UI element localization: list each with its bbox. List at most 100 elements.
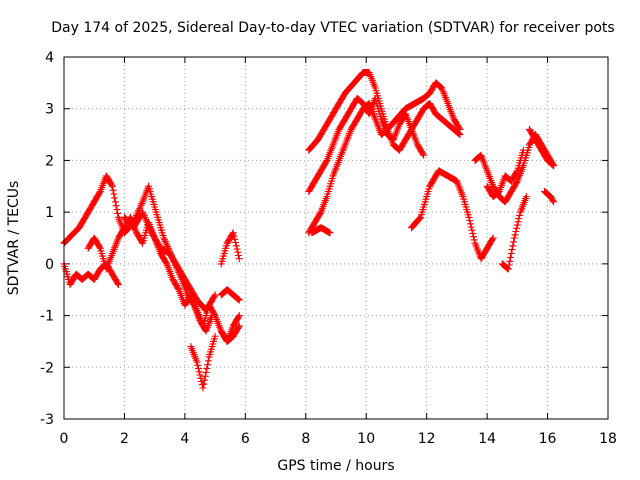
- data-point: [111, 198, 119, 206]
- data-point: [510, 234, 518, 242]
- data-point: [230, 232, 238, 240]
- data-point: [112, 202, 120, 210]
- y-tick-label: 3: [45, 102, 54, 118]
- data-point: [110, 190, 118, 198]
- data-point: [416, 214, 424, 222]
- series-trace-15: [483, 146, 527, 201]
- data-point: [108, 182, 116, 190]
- data-point: [234, 248, 242, 256]
- x-tick-label: 16: [539, 431, 557, 447]
- x-tick-label: 6: [241, 431, 250, 447]
- series-trace-17: [525, 125, 558, 170]
- series-trace-13: [408, 167, 497, 263]
- y-tick-label: 1: [45, 205, 54, 221]
- x-tick-label: 2: [120, 431, 129, 447]
- x-axis-ticks: 0 2 4 6 8 10 12 14 16 18: [60, 57, 617, 447]
- data-point: [515, 215, 523, 223]
- data-point: [198, 381, 206, 389]
- data-point: [466, 217, 474, 224]
- y-tick-label: -3: [40, 412, 54, 428]
- data-point: [322, 158, 330, 166]
- data-point: [508, 246, 516, 254]
- data-point: [454, 129, 462, 137]
- data-point: [138, 238, 146, 246]
- data-point: [550, 162, 558, 170]
- data-point: [114, 279, 122, 287]
- grid-lines: [64, 57, 608, 419]
- data-point: [505, 261, 513, 269]
- data-point: [193, 358, 201, 366]
- series-trace-9: [305, 69, 464, 154]
- data-point: [549, 161, 557, 169]
- data-point: [470, 233, 477, 241]
- data-point: [199, 384, 207, 392]
- data-point: [210, 292, 218, 300]
- data-point: [516, 211, 524, 219]
- data-point: [174, 284, 182, 292]
- x-tick-label: 8: [301, 431, 310, 447]
- data-point: [235, 295, 242, 303]
- data-point: [211, 332, 219, 340]
- y-tick-label: -2: [40, 360, 54, 376]
- data-point: [470, 236, 478, 244]
- chart-title: Day 174 of 2025, Sidereal Day-to-day VTE…: [51, 20, 614, 36]
- data-point: [210, 310, 218, 318]
- data-point: [509, 242, 517, 250]
- data-point: [231, 235, 239, 243]
- plot-frame: [63, 56, 609, 420]
- data-point: [162, 259, 170, 267]
- data-point: [511, 231, 519, 239]
- data-point: [235, 312, 243, 320]
- data-point: [234, 295, 242, 303]
- data-point: [549, 197, 557, 204]
- data-point: [146, 225, 154, 233]
- data-point: [469, 230, 477, 237]
- data-point: [489, 234, 497, 242]
- data-point: [235, 323, 242, 331]
- data-point: [326, 229, 334, 237]
- series-trace-11: [305, 100, 428, 237]
- data-point: [455, 130, 463, 138]
- data-point: [514, 218, 522, 226]
- data-point: [513, 224, 521, 232]
- series-trace-12: [308, 224, 334, 237]
- data-markers: [60, 69, 558, 392]
- x-tick-label: 12: [418, 431, 436, 447]
- data-point: [113, 206, 121, 214]
- data-point: [468, 226, 476, 234]
- data-point: [200, 380, 208, 388]
- data-point: [235, 313, 242, 321]
- data-point: [419, 150, 427, 158]
- series-trace-18: [541, 188, 558, 206]
- data-point: [202, 369, 210, 376]
- data-point: [195, 368, 203, 376]
- series-trace-10: [305, 94, 464, 195]
- data-point: [195, 365, 202, 373]
- y-axis-ticks: -3 -2 -1 0 1 2 3 4: [40, 50, 608, 428]
- y-tick-label: -1: [40, 309, 54, 325]
- data-point: [96, 189, 103, 197]
- x-tick-label: 10: [357, 431, 375, 447]
- data-point: [512, 228, 520, 235]
- data-point: [233, 245, 241, 253]
- data-point: [147, 227, 155, 235]
- data-point: [211, 291, 219, 299]
- data-point: [467, 220, 474, 228]
- data-point: [488, 235, 496, 243]
- data-point: [137, 201, 145, 209]
- data-point: [548, 160, 556, 168]
- x-tick-label: 4: [180, 431, 189, 447]
- data-point: [510, 238, 518, 246]
- data-point: [415, 215, 423, 223]
- data-point: [504, 265, 512, 273]
- data-point: [135, 206, 143, 214]
- series-trace-6: [217, 229, 243, 268]
- data-point: [139, 210, 147, 218]
- data-point: [145, 224, 153, 232]
- data-point: [162, 239, 170, 247]
- data-point: [194, 361, 202, 369]
- data-point: [111, 194, 119, 202]
- data-point: [507, 250, 515, 257]
- series-trace-2: [60, 260, 122, 289]
